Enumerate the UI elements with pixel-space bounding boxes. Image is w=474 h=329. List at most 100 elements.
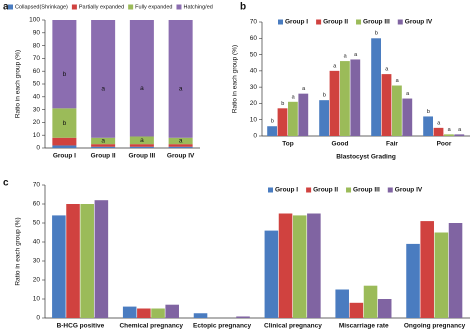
bar-segment bbox=[168, 146, 193, 148]
x-tick-label: Miscarriage rate bbox=[339, 323, 389, 329]
bar bbox=[165, 304, 179, 318]
legend-label: Partially expanded bbox=[79, 4, 124, 10]
bar bbox=[319, 100, 329, 136]
bar bbox=[402, 98, 413, 136]
significance-letter: a bbox=[292, 94, 296, 100]
x-tick-label: Top bbox=[282, 141, 293, 148]
y-tick-label: 60 bbox=[33, 68, 41, 75]
legend-swatch bbox=[268, 187, 273, 193]
y-tick-label: 0 bbox=[36, 145, 40, 152]
significance-letter: a bbox=[101, 138, 105, 145]
significance-letter: a bbox=[437, 120, 441, 126]
x-axis-label: Blastocyst Grading bbox=[336, 154, 396, 161]
y-tick-label: 50 bbox=[250, 51, 258, 58]
y-tick-label: 30 bbox=[33, 106, 41, 113]
bar bbox=[381, 74, 392, 136]
x-tick-label: Poor bbox=[437, 141, 452, 148]
bar-segment bbox=[52, 20, 77, 109]
y-tick-label: 60 bbox=[33, 201, 41, 208]
legend-label: Group IV bbox=[395, 187, 423, 194]
bar bbox=[277, 108, 288, 136]
significance-letter: a bbox=[344, 54, 348, 60]
bar-segment bbox=[168, 137, 193, 145]
x-tick-label: Fair bbox=[386, 141, 398, 148]
bar-segment bbox=[52, 145, 77, 148]
significance-letter: b bbox=[63, 120, 67, 127]
legend-swatch bbox=[176, 4, 182, 10]
significance-letter: a bbox=[458, 127, 462, 133]
y-tick-label: 90 bbox=[33, 30, 41, 37]
bar-segment bbox=[52, 137, 77, 146]
y-tick-label: 50 bbox=[33, 220, 41, 227]
x-tick-label: Ectopic pregnancy bbox=[193, 323, 252, 329]
y-tick-label: 70 bbox=[250, 19, 258, 26]
bar bbox=[278, 213, 293, 318]
legend-swatch bbox=[8, 4, 13, 10]
legend-label: Fully expanded bbox=[135, 4, 172, 10]
bar bbox=[193, 313, 208, 318]
legend-swatch bbox=[356, 19, 362, 25]
legend-label: Group I bbox=[275, 187, 298, 194]
y-tick-label: 10 bbox=[33, 132, 41, 139]
legend-swatch bbox=[387, 187, 393, 193]
bar bbox=[423, 116, 433, 136]
legend-label: Group III bbox=[353, 187, 380, 194]
significance-letter: b bbox=[427, 109, 430, 115]
legend-label: Group IV bbox=[405, 19, 433, 26]
bar bbox=[298, 93, 309, 136]
bar bbox=[444, 134, 454, 136]
bar bbox=[52, 215, 66, 318]
bar bbox=[94, 200, 109, 318]
y-axis-label: Ratio in each group (%) bbox=[15, 217, 22, 285]
legend-label: Collapsed(Shrinkage) bbox=[15, 4, 68, 10]
x-tick-label: Group I bbox=[53, 153, 76, 160]
bar bbox=[420, 221, 434, 318]
bar bbox=[377, 299, 392, 318]
bar bbox=[292, 215, 307, 318]
x-tick-label: Clinical pregnancy bbox=[264, 323, 322, 329]
legend-label: Hatching/ed bbox=[183, 4, 212, 10]
significance-letter: a bbox=[406, 91, 410, 97]
significance-letter: a bbox=[140, 85, 144, 92]
y-tick-label: 20 bbox=[33, 119, 41, 126]
significance-letter: a bbox=[140, 137, 144, 144]
x-tick-label: Good bbox=[332, 141, 349, 148]
bar bbox=[433, 127, 444, 136]
bar-segment bbox=[168, 20, 193, 138]
significance-letter: b bbox=[271, 119, 274, 125]
bar-segment bbox=[91, 146, 116, 148]
bar bbox=[267, 126, 277, 136]
significance-letter: a bbox=[179, 138, 183, 145]
y-tick-label: 70 bbox=[33, 55, 41, 62]
y-tick-label: 10 bbox=[250, 116, 258, 123]
y-tick-label: 50 bbox=[33, 81, 41, 88]
bar bbox=[307, 213, 321, 318]
bar bbox=[66, 204, 80, 318]
bar bbox=[288, 101, 298, 136]
bar-segment bbox=[52, 108, 77, 138]
bar bbox=[371, 38, 381, 136]
bar bbox=[80, 204, 94, 318]
legend-label: Group II bbox=[313, 187, 338, 194]
panel-label: a bbox=[3, 2, 9, 13]
significance-letter: b bbox=[323, 93, 326, 99]
y-tick-label: 30 bbox=[33, 258, 41, 265]
x-tick-label: Group III bbox=[129, 153, 156, 160]
y-tick-label: 70 bbox=[33, 182, 41, 189]
legend-label: Group III bbox=[363, 19, 390, 26]
legend-swatch bbox=[278, 19, 283, 25]
significance-letter: a bbox=[448, 127, 452, 133]
x-tick-label: Group II bbox=[91, 153, 116, 160]
y-tick-label: 10 bbox=[33, 296, 41, 303]
y-axis-label: Ratio in each group (%) bbox=[232, 45, 239, 113]
bar bbox=[349, 302, 364, 318]
y-tick-label: 0 bbox=[36, 315, 40, 322]
y-tick-label: 0 bbox=[253, 133, 257, 140]
legend-swatch bbox=[71, 4, 77, 10]
legend-label: Group II bbox=[323, 19, 348, 26]
y-tick-label: 40 bbox=[33, 239, 41, 246]
bar bbox=[454, 134, 465, 136]
legend-swatch bbox=[316, 19, 322, 25]
bar bbox=[151, 308, 165, 318]
significance-letter: a bbox=[396, 78, 400, 84]
